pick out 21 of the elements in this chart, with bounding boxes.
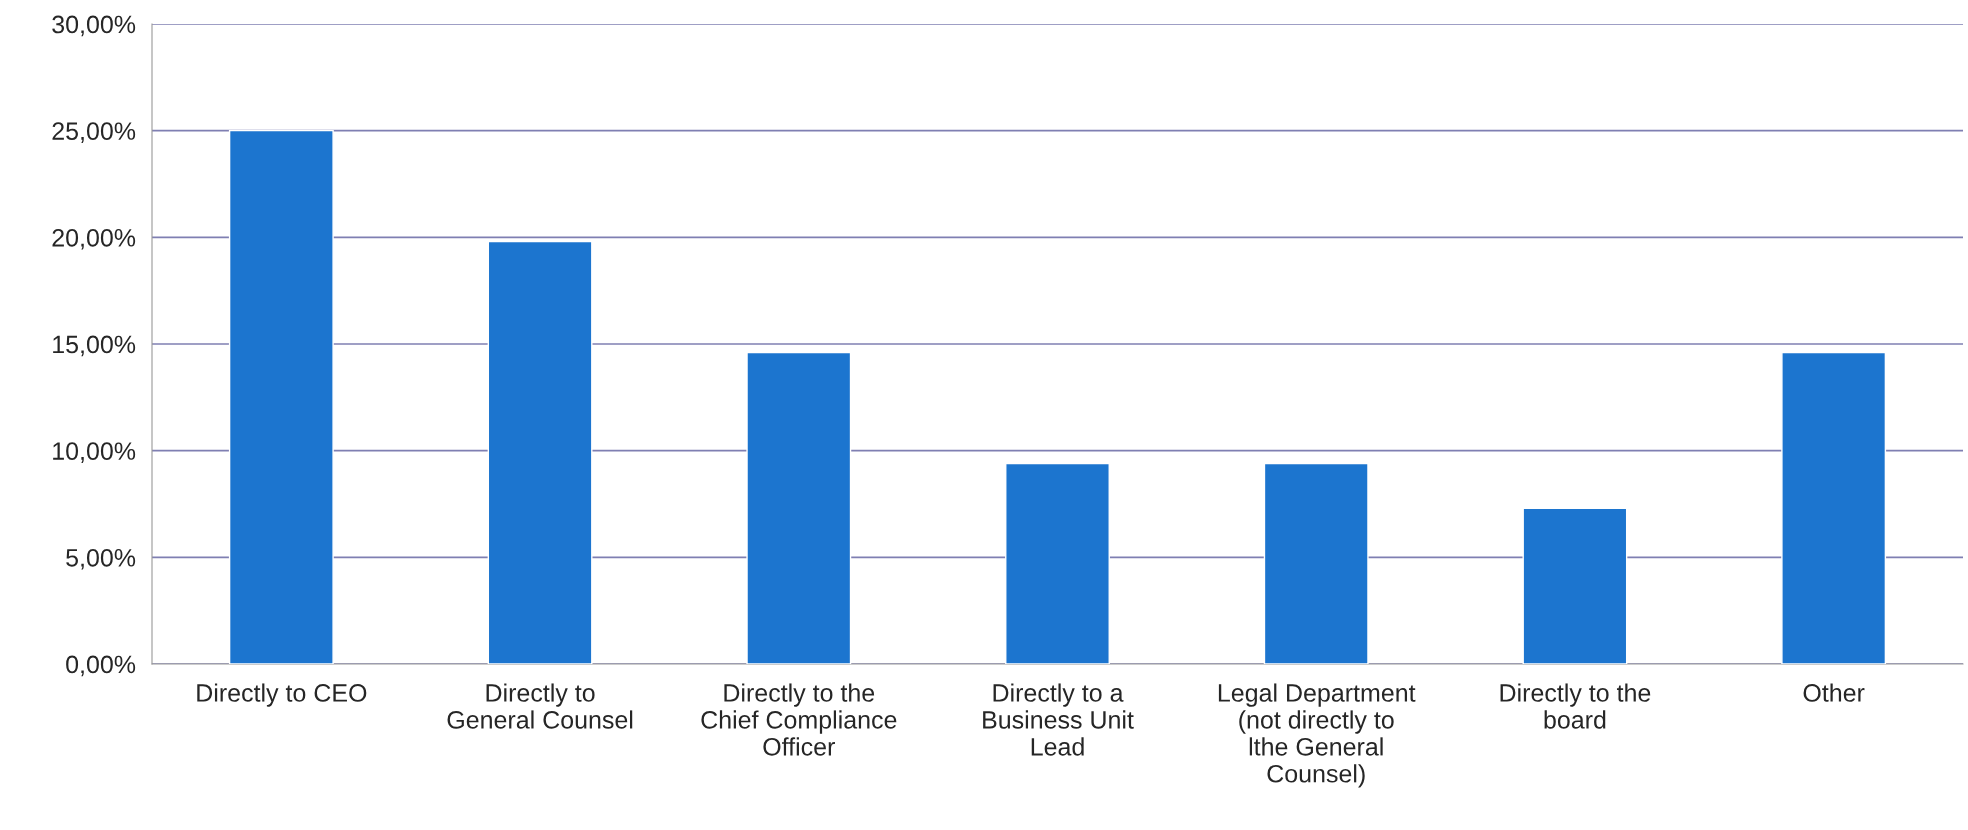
x-tick-label: Directly to CEO	[197, 683, 367, 707]
bar	[1522, 507, 1628, 664]
y-tick-label: 20,00%	[52, 228, 136, 250]
x-tick-label: Legal Department (not directly to lthe General Counsel)	[1218, 683, 1416, 788]
x-tick-label: Directly to the board	[1500, 683, 1651, 729]
bar	[228, 129, 334, 664]
y-tick-label: 15,00%	[53, 335, 136, 357]
x-tick-label: Other	[1803, 683, 1865, 702]
y-tick-label: 25,00%	[52, 122, 136, 143]
y-tick-label: 30,00%	[52, 15, 136, 37]
bar	[487, 240, 593, 664]
y-tick-label: 5,00%	[66, 548, 136, 570]
y-tick-label: 10,00%	[53, 442, 136, 463]
bar	[1005, 462, 1110, 664]
x-tick-label: Directly to General Counsel	[447, 683, 633, 729]
y-tick-label: 0,00%	[66, 655, 136, 677]
bar	[1781, 351, 1887, 664]
x-tick-label: Directly to a Business Unit Lead	[983, 683, 1134, 756]
x-tick-label: Directly to the Chief Compliance Officer	[701, 683, 897, 756]
bar	[1263, 462, 1369, 664]
bar	[746, 351, 852, 664]
